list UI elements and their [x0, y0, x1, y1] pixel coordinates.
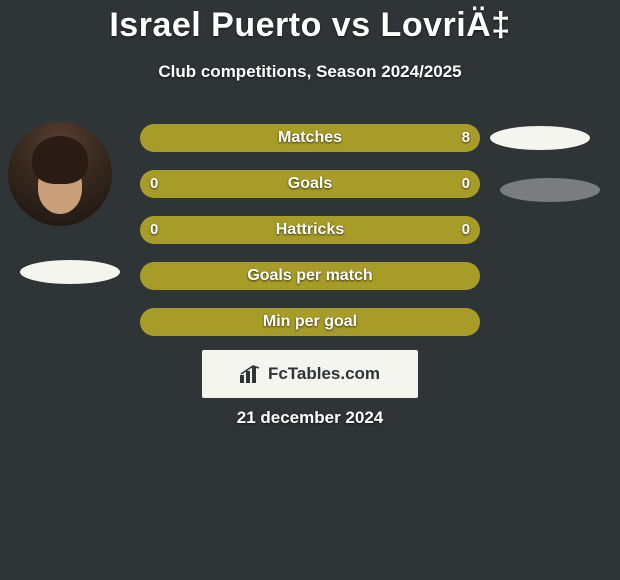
- stat-row-goals-per-match: Goals per match: [140, 262, 480, 290]
- stat-row-goals: 0 Goals 0: [140, 170, 480, 198]
- subtitle: Club competitions, Season 2024/2025: [0, 62, 620, 82]
- stat-rows: Matches 8 0 Goals 0 0 Hattricks 0 Goals …: [140, 124, 480, 354]
- stat-row-value-right: 8: [462, 124, 470, 152]
- player-right-ellipse-2: [500, 178, 600, 202]
- branding-label: FcTables.com: [268, 364, 380, 384]
- page-title: Israel Puerto vs LovriÄ‡: [0, 6, 620, 45]
- stat-row-label: Min per goal: [140, 308, 480, 336]
- stat-row-label: Matches: [140, 124, 480, 152]
- stat-row-hattricks: 0 Hattricks 0: [140, 216, 480, 244]
- player-left-avatar: [8, 122, 112, 226]
- comparison-infographic: Israel Puerto vs LovriÄ‡ Club competitio…: [0, 0, 620, 580]
- date-label: 21 december 2024: [0, 408, 620, 428]
- stat-row-min-per-goal: Min per goal: [140, 308, 480, 336]
- branding-badge: FcTables.com: [202, 350, 418, 398]
- player-right-ellipse-1: [490, 126, 590, 150]
- bar-chart-icon: [240, 365, 262, 383]
- stat-row-matches: Matches 8: [140, 124, 480, 152]
- player-left-shadow-ellipse: [20, 260, 120, 284]
- stat-row-value-right: 0: [462, 216, 470, 244]
- stat-row-value-right: 0: [462, 170, 470, 198]
- stat-row-label: Hattricks: [140, 216, 480, 244]
- stat-row-label: Goals per match: [140, 262, 480, 290]
- stat-row-label: Goals: [140, 170, 480, 198]
